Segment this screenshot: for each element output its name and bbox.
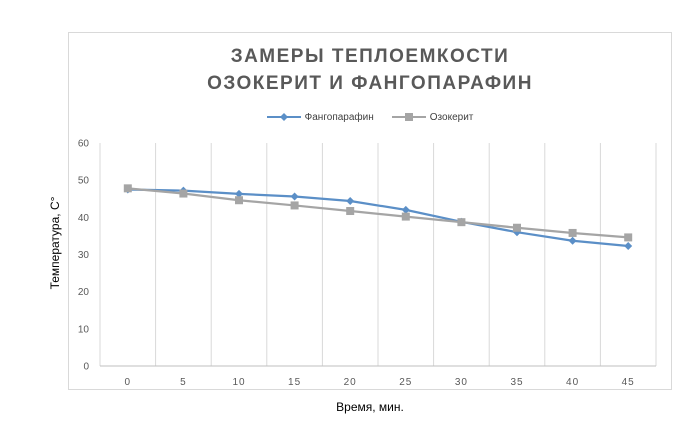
data-point-diamond (290, 192, 299, 201)
legend-item-series-2: Озокерит (391, 111, 474, 123)
data-point-square (179, 189, 188, 198)
data-point-square (624, 233, 633, 242)
x-axis-title: Время, мин. (336, 400, 404, 414)
series-line-2 (127, 187, 629, 239)
y-tick-label: 60 (78, 139, 90, 150)
x-tick-label: 45 (622, 377, 635, 388)
x-tick-label: 20 (344, 377, 357, 388)
data-point-square (568, 228, 577, 237)
x-tick-label: 0 (125, 377, 132, 388)
y-tick-label: 50 (78, 176, 90, 187)
x-tick-label: 30 (455, 377, 468, 388)
chart-title-line-2: ОЗОКЕРИТ И ФАНГОПАРАФИН (207, 73, 533, 94)
data-point-square (401, 212, 410, 221)
x-tick-label: 25 (399, 377, 412, 388)
data-point-square (346, 207, 355, 216)
data-point-square (123, 184, 132, 193)
data-point-square (290, 201, 299, 210)
data-point-square (457, 218, 466, 227)
legend-label-series-2: Озокерит (429, 111, 474, 123)
x-tick-label: 40 (566, 377, 579, 388)
y-tick-label: 30 (78, 250, 90, 261)
data-point-diamond (346, 196, 355, 205)
chart-area (68, 32, 672, 390)
x-tick-label: 35 (510, 377, 523, 388)
legend: Фангопарафин Озокерит (68, 108, 672, 126)
legend-marker-square (391, 113, 426, 121)
y-tick-label: 10 (78, 324, 90, 335)
y-tick-label: 0 (83, 362, 89, 373)
y-tick-label: 20 (78, 287, 90, 298)
x-tick-label: 10 (232, 377, 245, 388)
data-point-square (513, 223, 521, 232)
chart-title-line-1: ЗАМЕРЫ ТЕПЛОЕМКОСТИ (230, 46, 510, 67)
series-line-1 (127, 188, 629, 248)
data-point-square (235, 196, 243, 205)
x-tick-label: 5 (180, 377, 187, 388)
x-tick-label: 15 (288, 377, 301, 388)
data-point-diamond (568, 236, 577, 245)
legend-label-series-1: Фангопарафин (304, 111, 374, 123)
legend-marker-diamond (266, 113, 301, 121)
legend-item-series-1: Фангопарафин (266, 111, 374, 123)
data-point-diamond (624, 241, 633, 250)
data-point-diamond (401, 205, 410, 214)
y-tick-label: 40 (78, 213, 90, 224)
data-point-diamond (235, 189, 243, 198)
